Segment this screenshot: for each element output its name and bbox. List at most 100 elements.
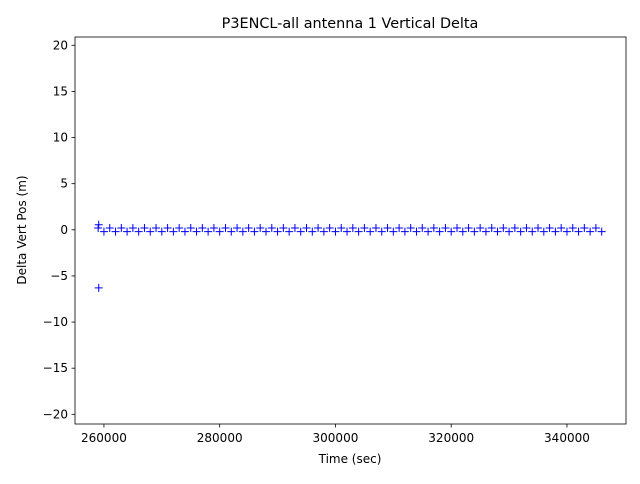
point xyxy=(227,227,236,236)
point xyxy=(424,227,433,236)
point xyxy=(557,223,566,232)
point xyxy=(186,223,195,232)
point xyxy=(175,223,184,232)
point xyxy=(204,227,213,236)
point xyxy=(134,227,143,236)
y-tick-label: 20 xyxy=(53,38,68,52)
point xyxy=(429,223,438,232)
point xyxy=(343,227,352,236)
point xyxy=(169,227,178,236)
point xyxy=(510,223,519,232)
point xyxy=(238,227,247,236)
point xyxy=(285,227,294,236)
point xyxy=(128,223,137,232)
point xyxy=(180,227,189,236)
y-axis-label: Delta Vert Pos (m) xyxy=(15,175,29,284)
point xyxy=(215,227,224,236)
point xyxy=(395,223,404,232)
x-tick-label: 260000 xyxy=(81,431,127,445)
y-tick-label: 0 xyxy=(60,223,68,237)
y-tick-label: −20 xyxy=(43,407,68,421)
point xyxy=(140,223,149,232)
point xyxy=(123,227,132,236)
point xyxy=(383,223,392,232)
point xyxy=(250,227,259,236)
point xyxy=(348,223,357,232)
chart-title: P3ENCL-all antenna 1 Vertical Delta xyxy=(222,16,479,32)
point xyxy=(539,227,548,236)
point xyxy=(591,223,600,232)
point xyxy=(314,223,323,232)
point xyxy=(111,227,120,236)
y-tick-label: 5 xyxy=(60,177,68,191)
point xyxy=(534,223,543,232)
point xyxy=(458,227,467,236)
point xyxy=(435,227,444,236)
x-tick-label: 320000 xyxy=(428,431,474,445)
point xyxy=(562,227,571,236)
point xyxy=(244,223,253,232)
point xyxy=(441,223,450,232)
point xyxy=(94,283,103,292)
x-tick-label: 280000 xyxy=(197,431,243,445)
point xyxy=(447,227,456,236)
point xyxy=(580,223,589,232)
point xyxy=(267,223,276,232)
point xyxy=(94,220,103,229)
point xyxy=(163,223,172,232)
point xyxy=(209,223,218,232)
point xyxy=(406,223,415,232)
point xyxy=(371,223,380,232)
point xyxy=(516,227,525,236)
point xyxy=(325,223,334,232)
point xyxy=(256,223,265,232)
point xyxy=(545,223,554,232)
point xyxy=(198,223,207,232)
point xyxy=(331,227,340,236)
point xyxy=(290,223,299,232)
point xyxy=(464,223,473,232)
y-tick-label: −5 xyxy=(50,269,68,283)
point xyxy=(476,223,485,232)
y-tick-label: 15 xyxy=(53,84,68,98)
point xyxy=(389,227,398,236)
point xyxy=(493,227,502,236)
point xyxy=(418,223,427,232)
point xyxy=(597,227,606,236)
point xyxy=(221,223,230,232)
point xyxy=(117,223,126,232)
point xyxy=(551,227,560,236)
point xyxy=(308,227,317,236)
point xyxy=(192,227,201,236)
point xyxy=(487,223,496,232)
y-tick-label: 10 xyxy=(53,131,68,145)
x-tick-label: 340000 xyxy=(544,431,590,445)
point xyxy=(586,227,595,236)
point xyxy=(319,227,328,236)
point xyxy=(302,223,311,232)
y-tick-label: −15 xyxy=(43,361,68,375)
point xyxy=(568,223,577,232)
point xyxy=(528,227,537,236)
point xyxy=(470,227,479,236)
point xyxy=(279,223,288,232)
point xyxy=(261,227,270,236)
point xyxy=(273,227,282,236)
point xyxy=(337,223,346,232)
y-tick-label: −10 xyxy=(43,315,68,329)
point xyxy=(94,223,103,232)
x-tick-label: 300000 xyxy=(313,431,359,445)
point xyxy=(157,227,166,236)
point xyxy=(377,227,386,236)
point xyxy=(99,227,108,236)
plot-frame xyxy=(74,36,627,425)
point xyxy=(522,223,531,232)
point xyxy=(574,227,583,236)
point xyxy=(296,227,305,236)
point xyxy=(499,223,508,232)
point xyxy=(360,223,369,232)
point xyxy=(146,227,155,236)
point xyxy=(152,223,161,232)
x-axis-label: Time (sec) xyxy=(318,452,382,466)
